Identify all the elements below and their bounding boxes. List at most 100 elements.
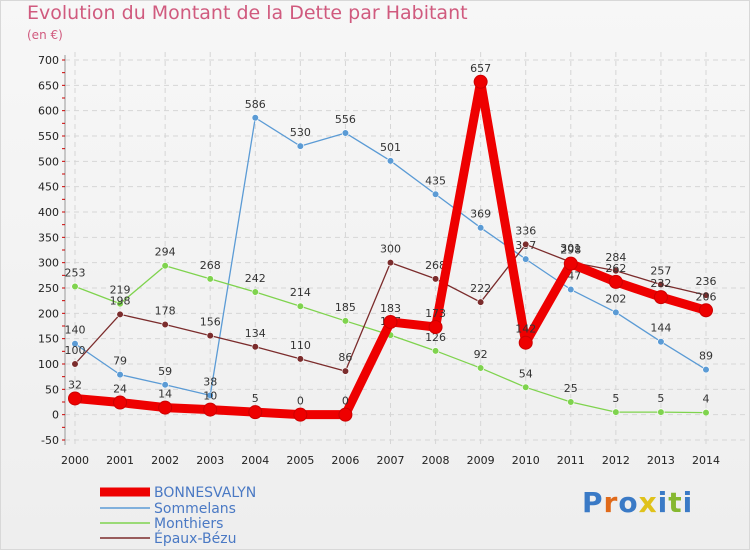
data-label: 202 (605, 292, 626, 305)
data-label: 206 (696, 290, 717, 303)
data-label: 501 (380, 141, 401, 154)
legend-label: BONNESVALYN (154, 485, 256, 501)
logo-letter: P (582, 486, 604, 519)
data-point (477, 224, 485, 232)
data-label: 4 (703, 393, 710, 406)
y-tick-label: 200 (38, 307, 59, 320)
data-label: 10 (203, 390, 217, 403)
data-point (653, 290, 668, 305)
data-label: 0 (342, 395, 349, 408)
data-label: 5 (612, 392, 619, 405)
y-tick-label: 400 (38, 206, 59, 219)
data-label: 144 (650, 322, 671, 335)
x-tick-label: 2012 (602, 454, 630, 467)
data-point (296, 302, 304, 310)
data-point (113, 395, 128, 410)
data-label: 268 (425, 259, 446, 272)
data-label: 284 (605, 251, 626, 264)
data-label: 253 (65, 266, 86, 279)
data-point (116, 300, 124, 308)
logo-letter: i (657, 486, 669, 519)
legend-label: Épaux-Bézu (154, 530, 236, 547)
data-label: 530 (290, 126, 311, 139)
data-point (251, 288, 259, 296)
data-label: 183 (380, 302, 401, 315)
y-tick-label: 500 (38, 155, 59, 168)
data-point (158, 400, 173, 415)
data-point (612, 408, 620, 416)
data-label: 232 (650, 277, 671, 290)
legend-label: Sommelans (154, 501, 236, 517)
data-point (296, 355, 304, 363)
data-label: 32 (68, 378, 82, 391)
y-tick-label: 450 (38, 181, 59, 194)
data-point (473, 74, 488, 89)
data-label: 301 (560, 242, 581, 255)
logo-letter: o (618, 486, 639, 519)
x-tick-label: 2011 (557, 454, 585, 467)
x-tick-label: 2014 (692, 454, 720, 467)
y-tick-label: -50 (41, 434, 59, 447)
data-point (563, 256, 578, 271)
y-tick-label: 300 (38, 257, 59, 270)
x-tick-label: 2001 (106, 454, 134, 467)
data-label: 5 (657, 392, 664, 405)
data-label: 110 (290, 339, 311, 352)
x-tick-label: 2007 (377, 454, 405, 467)
data-label: 300 (380, 243, 401, 256)
y-tick-label: 550 (38, 130, 59, 143)
data-label: 222 (470, 282, 491, 295)
chart-unit: (en €) (27, 28, 63, 42)
data-label: 92 (474, 348, 488, 361)
data-label: 657 (470, 62, 491, 75)
data-point (702, 409, 710, 417)
data-label: 0 (297, 395, 304, 408)
data-point (657, 338, 665, 346)
data-point (612, 267, 620, 275)
data-point (522, 383, 530, 391)
data-point (522, 240, 530, 249)
data-label: 25 (564, 382, 578, 395)
data-point (341, 367, 350, 375)
data-point (206, 332, 214, 340)
data-point (431, 275, 440, 283)
data-point (386, 259, 395, 267)
y-tick-label: 50 (45, 383, 59, 396)
data-label: 298 (560, 244, 581, 257)
x-tick-label: 2003 (196, 454, 224, 467)
x-tick-label: 2013 (647, 454, 675, 467)
data-label: 14 (158, 388, 172, 401)
series-sommelans: 1407959385865305565014353693072472021448… (65, 98, 713, 400)
data-point (71, 282, 79, 291)
data-label: 262 (605, 262, 626, 275)
data-point (341, 129, 350, 137)
y-tick-label: 150 (38, 333, 59, 346)
x-tick-label: 2006 (331, 454, 359, 467)
data-point (657, 408, 665, 416)
y-tick-label: 250 (38, 282, 59, 295)
data-point (161, 381, 169, 389)
data-label: 5 (252, 392, 259, 405)
data-point (567, 285, 575, 294)
data-point (702, 291, 710, 299)
x-tick-label: 2008 (422, 454, 450, 467)
y-tick-label: 650 (38, 79, 59, 92)
y-tick-label: 100 (38, 358, 59, 371)
data-point (431, 190, 440, 198)
y-tick-label: 700 (38, 54, 59, 67)
data-label: 586 (245, 98, 266, 111)
data-point (251, 114, 259, 122)
data-label: 242 (245, 272, 266, 285)
data-point (71, 340, 79, 348)
x-tick-label: 2009 (467, 454, 495, 467)
logo-letter: x (638, 486, 658, 519)
data-point (431, 347, 440, 355)
data-point (206, 391, 214, 400)
data-label: 257 (650, 264, 671, 277)
data-point (702, 365, 710, 374)
data-label: 219 (110, 284, 131, 297)
data-label: 214 (290, 286, 311, 299)
data-label: 294 (155, 246, 176, 259)
